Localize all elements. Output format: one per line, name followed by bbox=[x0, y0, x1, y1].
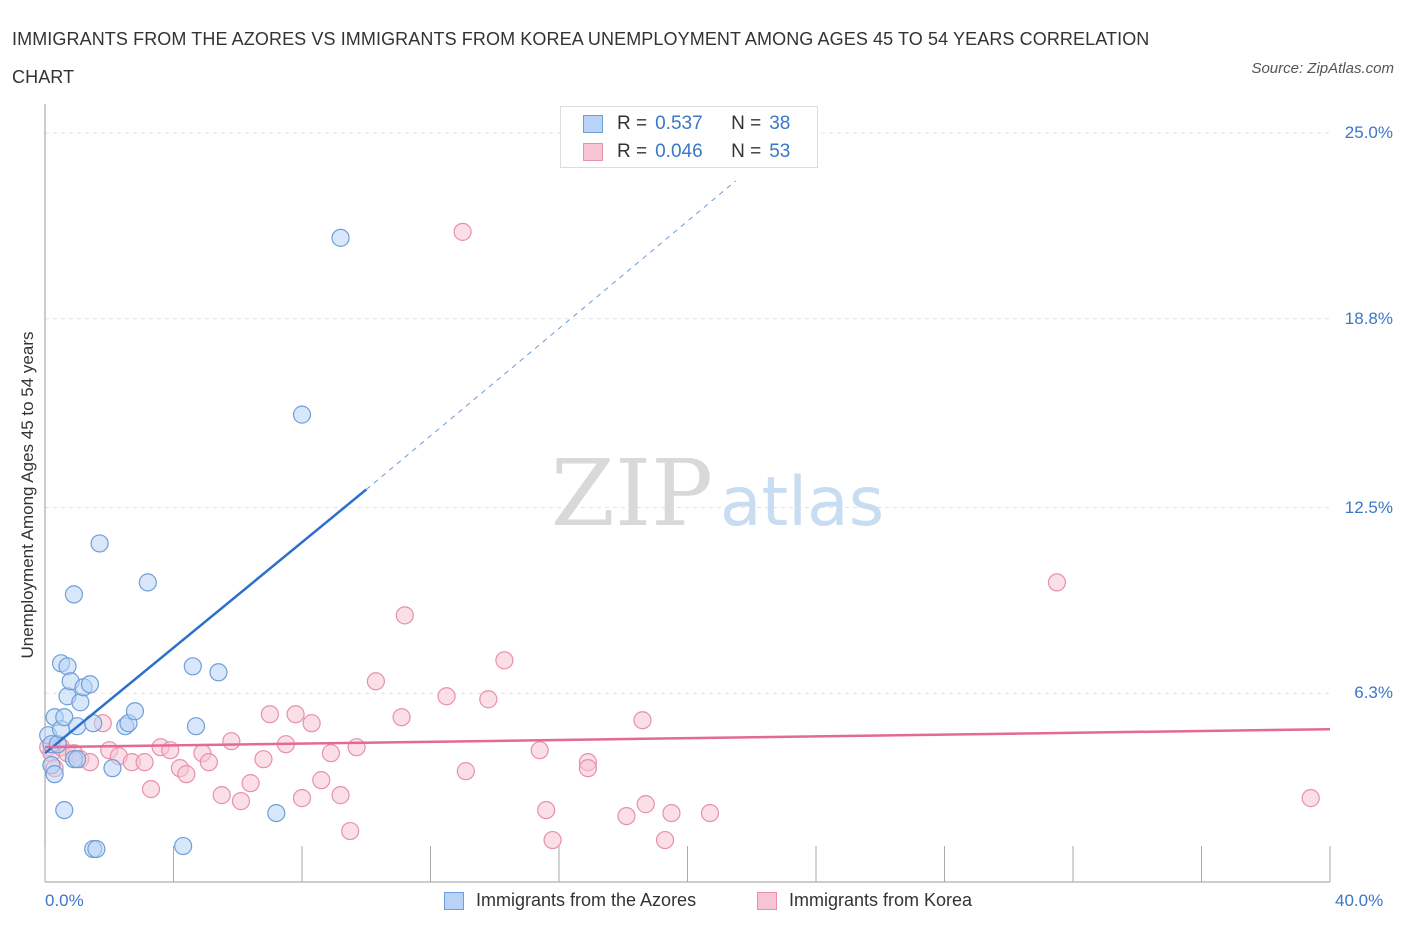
korea-point bbox=[141, 780, 161, 799]
korea-point bbox=[456, 762, 475, 781]
korea-point bbox=[700, 803, 720, 823]
axes bbox=[44, 104, 1331, 883]
y-tick-label: 12.5% bbox=[1344, 497, 1393, 517]
korea-point bbox=[530, 741, 549, 760]
azores-legend-label: Immigrants from the Azores bbox=[476, 890, 697, 910]
korea-point bbox=[199, 753, 218, 772]
azores-point bbox=[331, 228, 350, 247]
watermark-zip: ZIP bbox=[551, 440, 713, 547]
y-tick-label: 18.8% bbox=[1344, 308, 1393, 328]
azores-point bbox=[125, 702, 145, 721]
korea-point bbox=[222, 732, 241, 751]
grid-lines bbox=[45, 132, 1330, 694]
azores-point bbox=[292, 405, 312, 424]
korea-legend-label: Immigrants from Korea bbox=[789, 890, 973, 910]
korea-point bbox=[260, 705, 279, 724]
korea-point bbox=[1301, 789, 1320, 808]
azores-point bbox=[267, 803, 286, 823]
x-tick-label-max: 40.0% bbox=[1335, 891, 1384, 910]
korea-point bbox=[254, 750, 273, 769]
azores-point bbox=[55, 708, 74, 727]
watermark: ZIP atlas bbox=[551, 440, 884, 547]
korea-point bbox=[302, 714, 321, 733]
korea-point bbox=[312, 771, 331, 790]
korea-point bbox=[537, 800, 556, 820]
korea-point bbox=[395, 606, 414, 625]
korea-point bbox=[321, 744, 341, 763]
korea-point bbox=[655, 830, 675, 850]
legend-n-label: N = bbox=[731, 113, 762, 134]
korea-point bbox=[292, 789, 312, 808]
correlation-legend: R = 0.537 N = 38 R = 0.046 N = 53 bbox=[560, 106, 818, 168]
azores-point bbox=[87, 839, 106, 859]
azores-point bbox=[55, 800, 74, 820]
legend-azores-n: 38 bbox=[769, 113, 791, 134]
azores-point bbox=[186, 717, 206, 736]
legend-azores-r: 0.537 bbox=[655, 113, 703, 134]
azores-point bbox=[174, 836, 193, 856]
azores-point bbox=[71, 693, 90, 712]
legend-row-korea: R = 0.046 N = 53 bbox=[583, 139, 790, 165]
azores-point bbox=[90, 534, 109, 553]
korea-point bbox=[341, 821, 360, 841]
korea-point bbox=[1047, 573, 1067, 592]
source-label: Source: ZipAtlas.com bbox=[1251, 60, 1394, 77]
legend-r-label: R = bbox=[617, 141, 648, 162]
korea-point bbox=[366, 672, 385, 691]
azores-point bbox=[58, 657, 77, 676]
korea-point bbox=[177, 765, 196, 784]
korea-legend-swatch bbox=[757, 891, 777, 910]
azores-point bbox=[80, 675, 100, 694]
korea-point bbox=[212, 786, 231, 805]
korea-point bbox=[286, 705, 305, 724]
korea-point bbox=[495, 651, 514, 670]
korea-point bbox=[543, 830, 562, 850]
azores-points bbox=[39, 228, 350, 859]
korea-point bbox=[479, 690, 498, 709]
korea-point bbox=[453, 222, 472, 241]
azores-point bbox=[138, 573, 157, 592]
korea-point bbox=[633, 711, 652, 730]
watermark-atlas: atlas bbox=[720, 463, 884, 542]
azores-point bbox=[183, 657, 202, 676]
azores-point bbox=[64, 585, 84, 604]
korea-point bbox=[636, 795, 655, 814]
korea-point bbox=[392, 708, 411, 727]
korea-point bbox=[437, 687, 456, 706]
korea-point bbox=[578, 759, 598, 778]
bottom-legend-korea: Immigrants from Korea bbox=[757, 890, 972, 911]
korea-point bbox=[347, 738, 366, 757]
korea-point bbox=[241, 774, 260, 793]
legend-n-label: N = bbox=[731, 141, 762, 162]
trend-lines bbox=[44, 180, 1331, 755]
legend-r-label: R = bbox=[617, 113, 648, 134]
y-tick-label: 25.0% bbox=[1344, 123, 1393, 142]
azores-point bbox=[103, 759, 122, 778]
legend-korea-n: 53 bbox=[769, 141, 791, 162]
korea-swatch bbox=[583, 143, 603, 161]
azores-trend-line bbox=[44, 488, 368, 755]
korea-point bbox=[331, 786, 350, 805]
korea-trend-line bbox=[44, 727, 1331, 749]
legend-row-azores: R = 0.537 N = 38 bbox=[583, 111, 790, 137]
azores-point bbox=[68, 750, 87, 769]
azores-legend-swatch bbox=[444, 891, 464, 910]
x-tick-label-min: 0.0% bbox=[45, 891, 84, 910]
korea-point bbox=[617, 806, 636, 826]
azores-point bbox=[45, 765, 64, 784]
y-tick-label: 6.3% bbox=[1354, 683, 1393, 703]
chart-title: IMMIGRANTS FROM THE AZORES VS IMMIGRANTS… bbox=[12, 29, 1150, 87]
azores-trend-extension bbox=[365, 180, 737, 490]
bottom-legend-azores: Immigrants from the Azores bbox=[444, 890, 696, 911]
azores-point bbox=[209, 663, 228, 682]
azores-swatch bbox=[583, 115, 603, 133]
legend-korea-r: 0.046 bbox=[655, 141, 703, 162]
korea-point bbox=[662, 803, 681, 823]
korea-point bbox=[231, 792, 251, 811]
korea-point bbox=[135, 753, 154, 772]
